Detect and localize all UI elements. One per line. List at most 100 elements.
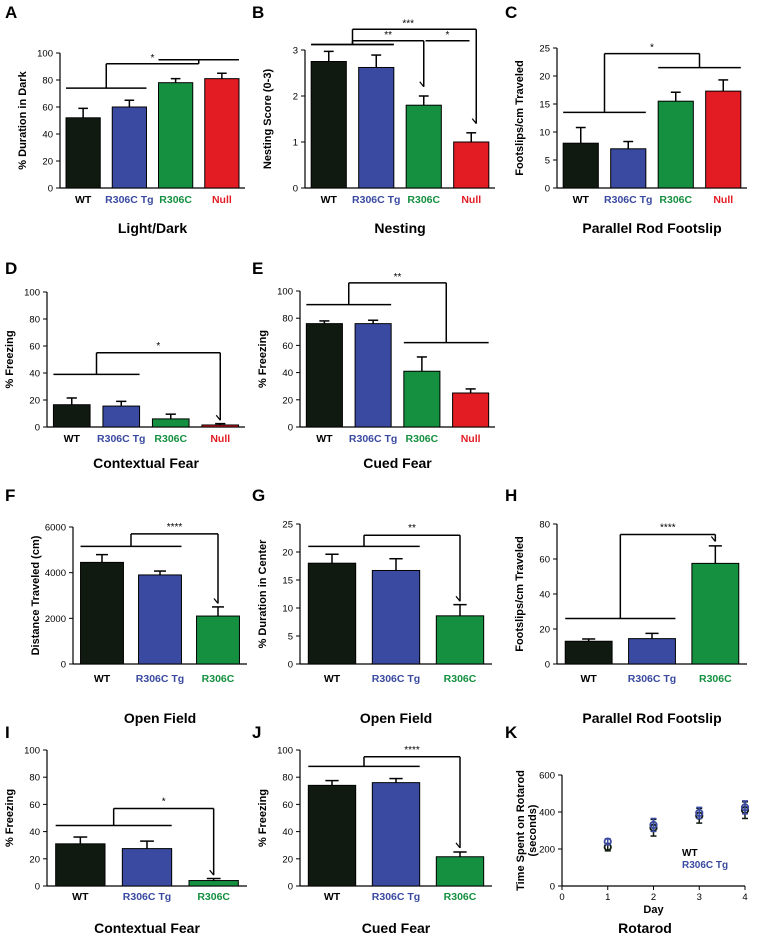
arrow-head	[471, 118, 477, 124]
significance-bracket: *	[55, 796, 215, 876]
category-label: WT	[316, 433, 333, 445]
significance-bracket: **	[311, 30, 425, 88]
category-label: Null	[461, 194, 481, 206]
category-label: WT	[75, 194, 92, 206]
y-tick-label: 15	[539, 100, 550, 111]
y-tick-label: 60	[539, 555, 550, 566]
bar	[138, 574, 182, 665]
panel-letter: E	[252, 259, 263, 278]
y-axis-label: % Duration in Dark	[17, 70, 29, 169]
y-tick-label: 100	[24, 288, 40, 299]
y-tick-label: 20	[282, 854, 293, 865]
bar	[691, 562, 740, 665]
y-tick-label: 100	[37, 49, 53, 60]
y-tick-label: 0	[550, 882, 555, 893]
y-tick-label: 100	[277, 746, 293, 757]
panel-letter: J	[252, 723, 261, 742]
significance-bracket: *	[53, 341, 221, 421]
significance-label: **	[394, 272, 402, 283]
y-tick-label: 2	[293, 92, 298, 103]
significance-bracket: **	[308, 523, 461, 602]
y-tick-label: 0	[545, 660, 550, 671]
y-tick-label: 20	[282, 395, 293, 406]
y-tick-label: 0	[288, 660, 293, 671]
legend-entry: R306C Tg	[682, 860, 728, 871]
y-axis-label: Time Spent on Rotarod(seconds)	[515, 770, 539, 891]
panel-title: Nesting	[374, 220, 425, 236]
bar	[610, 148, 647, 189]
y-tick-label: 60	[29, 800, 40, 811]
category-label: R306C Tg	[628, 673, 676, 685]
panel-title: Open Field	[360, 710, 432, 726]
significance-label: *	[650, 43, 654, 54]
y-tick-label: 80	[282, 773, 293, 784]
category-label: R306C Tg	[604, 194, 652, 206]
y-tick-label: 0	[545, 184, 550, 195]
arrow-head	[710, 536, 716, 542]
panel-title: Cued Fear	[363, 455, 432, 471]
panel-letter: C	[505, 3, 517, 22]
bar	[65, 117, 101, 189]
category-label: Null	[461, 433, 481, 445]
data-point	[649, 820, 658, 830]
category-label: R306C Tg	[105, 194, 153, 206]
y-tick-label: 600	[539, 771, 555, 782]
y-axis-label: % Freezing	[257, 330, 269, 388]
series-wt	[603, 801, 750, 852]
panel-title: Open Field	[124, 710, 196, 726]
category-label: R306C	[406, 433, 439, 445]
significance-label: *	[151, 53, 155, 64]
bar	[305, 323, 343, 428]
y-axis-label: Footslips/cm Traveled	[514, 60, 526, 176]
data-point	[740, 803, 750, 812]
bar	[657, 100, 694, 189]
category-label: R306C	[699, 673, 732, 685]
bar	[403, 370, 441, 428]
bar	[358, 66, 395, 189]
y-tick-label: 0	[288, 423, 293, 434]
y-tick-label: 80	[29, 315, 40, 326]
category-label: WT	[573, 194, 590, 206]
bar	[628, 638, 676, 665]
data-point	[695, 808, 704, 818]
category-label: WT	[324, 891, 341, 903]
panel-d: D 0 20 40 60 80 100 % Freezing Contextual Fear WT…	[4, 259, 245, 471]
y-axis-label: % Freezing	[257, 789, 269, 847]
y-tick-label: 15	[282, 576, 293, 587]
bar	[371, 782, 421, 887]
bar	[453, 141, 490, 189]
category-label: WT	[324, 673, 341, 685]
y-tick-label: 0	[61, 660, 66, 671]
x-tick-label: 1	[605, 892, 610, 903]
y-tick-label: 0	[35, 882, 40, 893]
category-label: Null	[212, 194, 232, 206]
category-label: R306C Tg	[123, 891, 171, 903]
category-label: WT	[72, 891, 89, 903]
arrow-head	[215, 414, 221, 421]
significance-label: *	[446, 30, 450, 41]
category-label: R306C	[159, 194, 192, 206]
category-label: R306C	[197, 891, 230, 903]
y-tick-label: 100	[277, 287, 293, 298]
panel-c: C 0 5 10 15 20 25 Footslips/cm Traveled Parallel…	[505, 3, 747, 236]
category-label: R306C	[659, 194, 692, 206]
panel-letter: D	[5, 259, 17, 278]
y-tick-label: 20	[539, 72, 550, 83]
y-tick-label: 20	[29, 854, 40, 865]
bar	[452, 392, 490, 428]
panel-letter: K	[505, 723, 518, 742]
bar	[564, 640, 613, 665]
panel-a: A 0 20 40 60 80 100 % Duration in Dark Light/Dar…	[5, 3, 245, 236]
bar	[307, 562, 357, 665]
y-tick-label: 80	[282, 314, 293, 325]
category-label: R306C	[444, 891, 477, 903]
panel-letter: G	[252, 486, 265, 505]
data-point	[603, 837, 612, 846]
y-tick-label: 3	[293, 46, 298, 57]
y-tick-label: 60	[29, 342, 40, 353]
panel-letter: F	[5, 486, 15, 505]
arrow-head	[209, 869, 215, 876]
